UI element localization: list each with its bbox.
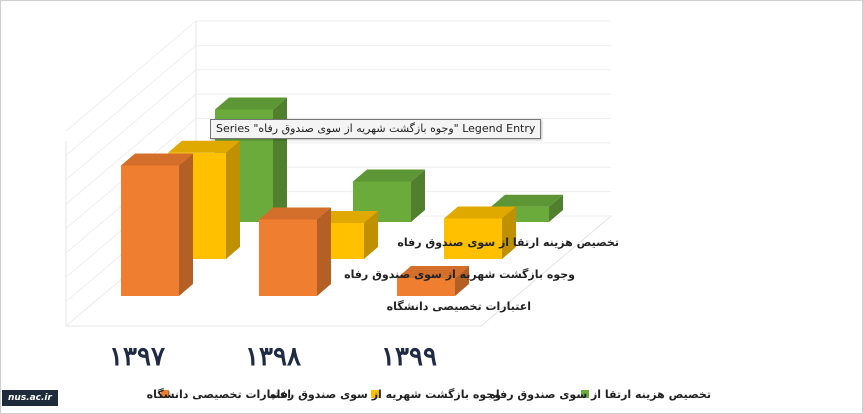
bar-side <box>273 97 287 222</box>
legend-label: اعتبارات تخصیصی دانشگاه <box>147 388 291 401</box>
bar-front <box>444 218 502 259</box>
bar-side <box>317 207 331 296</box>
bar-top <box>215 97 287 110</box>
bar-side <box>549 194 563 222</box>
bar-front <box>121 165 179 296</box>
category-label: ۱۳۹۹ <box>381 342 437 372</box>
series-axis-label: تخصیص هزینه ارتقا از سوی صندوق رفاه <box>397 236 619 249</box>
bar-1-3 <box>397 266 469 296</box>
bar-top <box>121 153 193 166</box>
legend-label: تخصیص هزینه ارتقا از سوی صندوق رفاه <box>489 388 711 401</box>
bar-top <box>353 169 425 182</box>
bar-top <box>491 194 563 207</box>
site-watermark: nus.ac.ir <box>2 390 58 406</box>
bar-side <box>502 206 516 259</box>
side-gridline <box>65 44 197 156</box>
bar-side <box>226 140 240 259</box>
bar-side <box>179 153 193 296</box>
series-axis-label: اعتبارات تخصیصی دانشگاه <box>387 300 531 313</box>
legend-entry-tooltip: Series "وجوه بازگشت شهریه از سوی صندوق ر… <box>210 119 542 139</box>
chart-bars <box>121 97 563 296</box>
bar-top <box>397 266 469 278</box>
bar-1-1 <box>121 153 193 296</box>
bar-side <box>364 211 378 259</box>
bar-3-2 <box>353 169 425 222</box>
bar-side <box>455 266 469 296</box>
bar-front <box>259 219 317 296</box>
bar-top <box>444 206 516 219</box>
bar-top <box>168 140 240 153</box>
category-label: ۱۳۹۸ <box>245 342 301 372</box>
chart-labels: اعتبارات تخصیصی دانشگاه وجوه بازگشت شهریه… <box>109 236 619 372</box>
bar-side <box>411 169 425 222</box>
legend-label: وجوه بازگشت شهریه از سوی صندوق رفاه <box>270 388 501 401</box>
bar-top <box>259 207 331 220</box>
legend-swatch <box>581 390 589 398</box>
bar-1-2 <box>259 207 331 296</box>
side-gridline <box>65 20 197 132</box>
legend-swatch <box>371 390 379 398</box>
side-gridline <box>65 93 197 205</box>
bar-3-3 <box>491 194 563 222</box>
side-gridline <box>65 69 197 181</box>
legend-swatch <box>161 390 169 398</box>
bar-2-3 <box>444 206 516 259</box>
series-axis-label: وجوه بازگشت شهریه از سوی صندوق رفاه <box>344 268 575 281</box>
category-label: ۱۳۹۷ <box>109 342 165 372</box>
bar-front <box>397 278 455 296</box>
